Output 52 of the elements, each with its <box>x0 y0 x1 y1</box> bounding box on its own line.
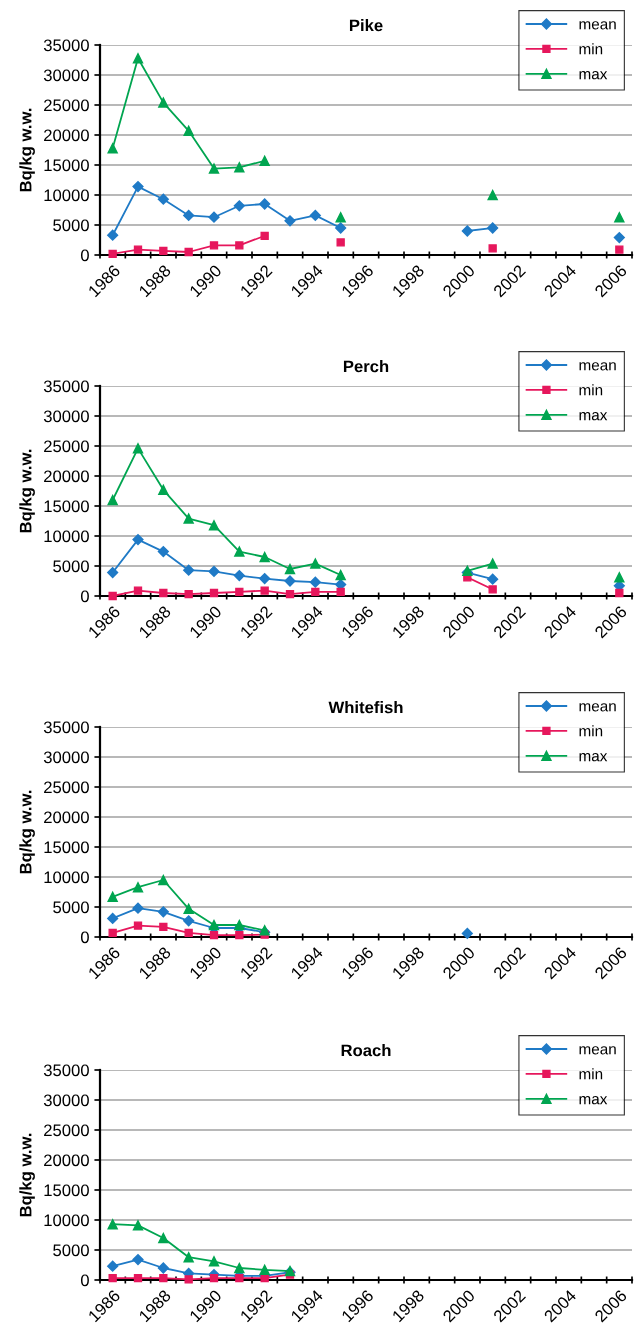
y-tick-label: 5000 <box>53 219 89 232</box>
y-tick-label: 35000 <box>43 39 89 52</box>
y-tick-label: 10000 <box>44 871 89 884</box>
y-tick-label: 15000 <box>44 841 89 854</box>
chart-title: Perch <box>343 360 389 373</box>
legend-label: max <box>579 1096 608 1105</box>
y-tick-label: 20000 <box>44 470 89 483</box>
y-tick-label: 5000 <box>53 901 89 914</box>
y-tick-label: 20000 <box>44 129 89 142</box>
y-axis-title: Bq/kg w.w. <box>19 449 35 533</box>
y-axis-title: Bq/kg w.w. <box>19 790 35 874</box>
y-tick-label: 0 <box>80 590 89 603</box>
legend-label: mean <box>579 21 616 30</box>
legend-label: mean <box>579 1046 616 1055</box>
y-tick-label: 0 <box>80 1274 89 1287</box>
y-tick-label: 10000 <box>44 1214 89 1227</box>
y-tick-label: 25000 <box>44 440 89 453</box>
legend-label: min <box>579 43 603 55</box>
legend-label: max <box>579 753 608 762</box>
y-tick-label: 30000 <box>43 1094 89 1107</box>
y-tick-label: 30000 <box>43 410 89 423</box>
y-tick-label: 0 <box>80 931 89 944</box>
y-tick-label: 15000 <box>44 1184 89 1197</box>
legend-label: min <box>579 1068 603 1080</box>
y-tick-label: 20000 <box>44 1154 89 1167</box>
y-tick-label: 15000 <box>44 159 89 172</box>
y-tick-label: 10000 <box>44 530 89 543</box>
y-tick-label: 35000 <box>43 1064 89 1077</box>
legend-label: mean <box>579 703 616 712</box>
y-tick-label: 5000 <box>53 560 89 573</box>
legend-label: mean <box>579 362 616 371</box>
legend-label: max <box>579 71 608 80</box>
y-tick-label: 25000 <box>44 99 89 112</box>
y-tick-label: 15000 <box>44 500 89 513</box>
y-tick-label: 0 <box>80 249 89 262</box>
y-tick-label: 5000 <box>53 1244 89 1257</box>
y-tick-label: 30000 <box>43 751 89 764</box>
y-tick-label: 20000 <box>44 811 89 824</box>
y-tick-label: 30000 <box>43 69 89 82</box>
y-axis-title: Bq/kg w.w. <box>19 1133 35 1217</box>
chart-title: Whitefish <box>328 701 403 714</box>
chart-title: Roach <box>341 1044 391 1057</box>
y-tick-label: 25000 <box>44 1124 89 1137</box>
legend-label: min <box>579 725 603 737</box>
legend-label: max <box>579 412 608 421</box>
y-tick-label: 25000 <box>44 781 89 794</box>
y-tick-label: 35000 <box>43 380 89 393</box>
y-tick-label: 10000 <box>44 189 89 202</box>
legend-label: min <box>579 384 603 396</box>
chart-title: Pike <box>349 19 383 32</box>
y-tick-label: 35000 <box>43 721 89 734</box>
y-axis-title: Bq/kg w.w. <box>19 108 35 192</box>
